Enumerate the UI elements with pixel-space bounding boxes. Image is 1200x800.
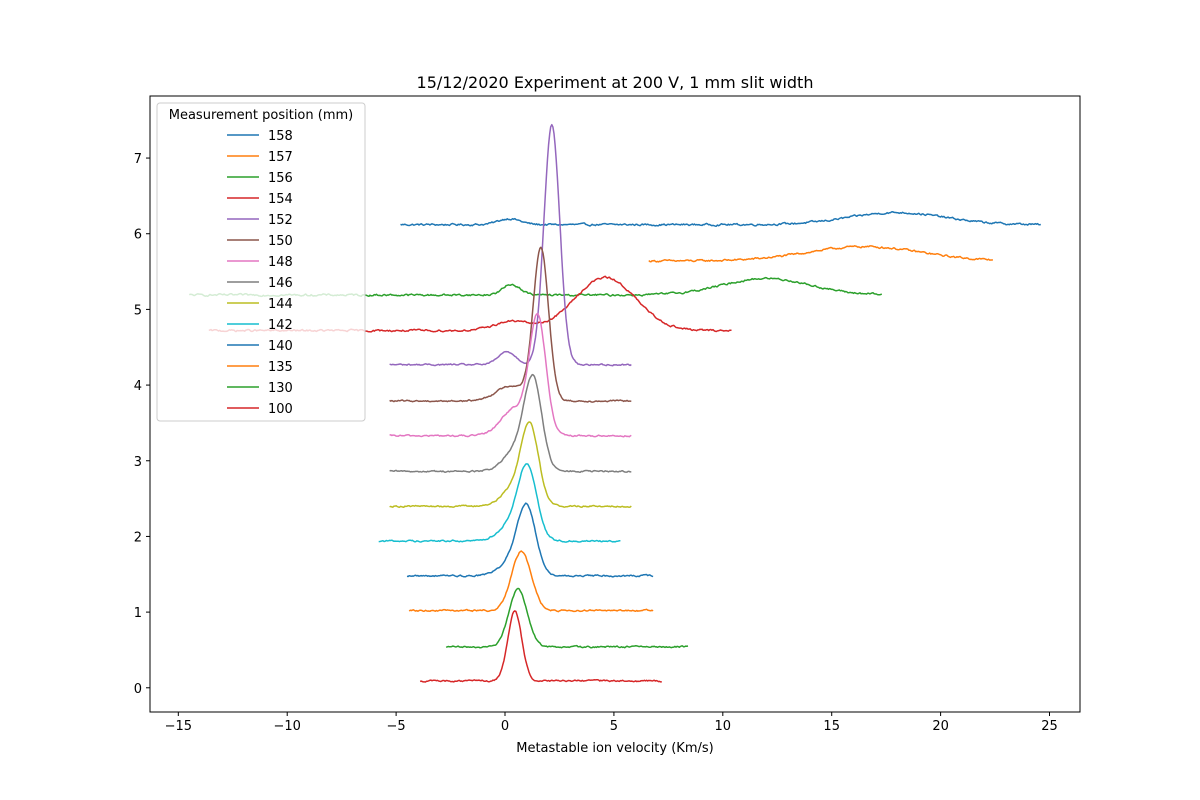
legend-label: 152 — [268, 213, 293, 228]
x-tick-label: 20 — [932, 719, 949, 734]
plot-frame — [149, 95, 1081, 713]
legend-label: 142 — [268, 318, 293, 333]
x-tick-label: −10 — [273, 719, 300, 734]
y-tick-label: 5 — [134, 303, 142, 318]
y-tick-label: 3 — [134, 455, 142, 470]
series-line-158 — [400, 210, 1041, 227]
y-tick-label: 2 — [134, 530, 142, 545]
chart-title: 15/12/2020 Experiment at 200 V, 1 mm sli… — [417, 73, 814, 92]
x-tick-label: −5 — [387, 719, 406, 734]
legend-title: Measurement position (mm) — [169, 108, 353, 123]
y-tick-label: 0 — [134, 682, 142, 697]
x-tick-label: 0 — [501, 719, 509, 734]
legend-entries: 158 157 156 154 152 150 148 146 144 142 140 135 130 1… — [227, 129, 293, 417]
legend-label: 100 — [268, 402, 293, 417]
y-tick-label: 6 — [134, 228, 142, 243]
series-line-148 — [389, 312, 632, 438]
y-tick-label: 7 — [134, 152, 142, 167]
series-line-100 — [419, 610, 662, 683]
legend-label: 148 — [268, 255, 293, 270]
y-tick-label: 4 — [134, 379, 142, 394]
x-tick-label: 5 — [610, 719, 618, 734]
legend-label: 140 — [268, 339, 293, 354]
y-axis: 0 1 2 3 4 5 6 7 — [134, 152, 150, 697]
x-axis-label: Metastable ion velocity (Km/s) — [516, 741, 713, 756]
legend-box — [156, 102, 366, 422]
legend-label: 135 — [268, 360, 293, 375]
legend: Measurement position (mm) 15815715615415… — [156, 102, 366, 422]
series-line-135 — [408, 550, 654, 613]
legend-label: 150 — [268, 234, 293, 249]
legend-label: 154 — [268, 192, 293, 207]
series-line-140 — [406, 502, 654, 578]
legend-label: 144 — [268, 297, 293, 312]
legend-label: 158 — [268, 129, 293, 144]
x-axis: −15 −10 −5 0 5 10 15 20 25 — [165, 712, 1058, 734]
series-line-142 — [378, 463, 621, 543]
x-tick-label: 25 — [1041, 719, 1058, 734]
x-tick-label: −15 — [165, 719, 192, 734]
x-tick-label: 15 — [823, 719, 840, 734]
x-tick-label: 10 — [715, 719, 732, 734]
series-line-152 — [389, 123, 632, 367]
legend-label: 157 — [268, 150, 293, 165]
legend-label: 156 — [268, 171, 293, 186]
legend-label: 146 — [268, 276, 293, 291]
series-line-150 — [389, 246, 632, 403]
legend-label: 130 — [268, 381, 293, 396]
series-line-146 — [389, 373, 632, 474]
series-line-144 — [389, 421, 632, 509]
series-line-157 — [648, 245, 993, 263]
y-tick-label: 1 — [134, 606, 142, 621]
series-line-130 — [445, 587, 689, 649]
